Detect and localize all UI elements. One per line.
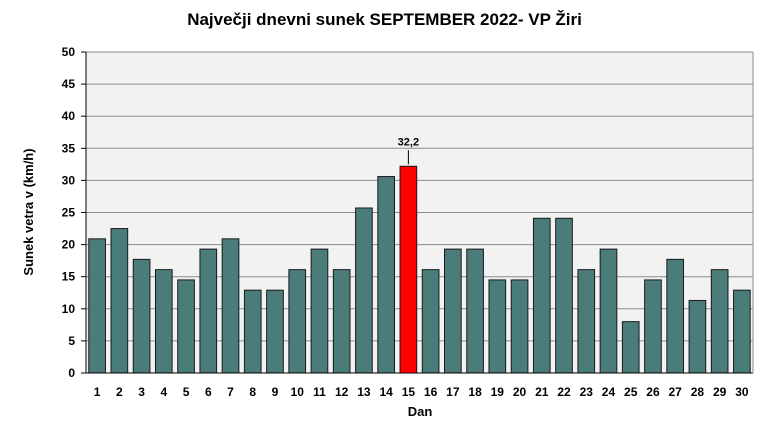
x-tick-label: 8 (249, 385, 256, 399)
y-tick-label: 30 (62, 173, 76, 187)
bar-day-24 (599, 248, 618, 374)
bar-day-14 (377, 176, 395, 374)
bar-day-23 (577, 269, 596, 374)
bar-day-22 (555, 217, 573, 374)
x-tick-label: 23 (580, 385, 594, 399)
y-tick-label: 50 (62, 45, 76, 59)
x-tick-label: 27 (669, 385, 683, 399)
x-tick-label: 7 (227, 385, 234, 399)
x-tick-label: 26 (646, 385, 660, 399)
y-tick-label: 10 (62, 302, 76, 316)
bar-day-19 (488, 279, 507, 374)
x-tick-label: 29 (713, 385, 727, 399)
bar-day-7 (221, 238, 240, 374)
bar-day-11 (310, 248, 329, 374)
x-axis-label: Dan (408, 404, 433, 419)
x-tick-label: 2 (116, 385, 123, 399)
bars (88, 165, 751, 374)
bar-day-3 (132, 258, 151, 374)
bar-day-1 (88, 238, 106, 374)
x-tick-label: 1 (94, 385, 101, 399)
y-tick-label: 15 (62, 270, 76, 284)
y-tick-label: 35 (62, 141, 76, 155)
x-tick-label: 22 (557, 385, 571, 399)
bar-day-26 (644, 279, 662, 374)
x-tick-label: 15 (402, 385, 416, 399)
bar-day-20 (510, 279, 529, 374)
bar-day-16 (421, 269, 440, 374)
x-tick-label: 9 (272, 385, 279, 399)
x-tick-label: 10 (291, 385, 305, 399)
bar-day-21 (532, 217, 551, 374)
chart-title: Največji dnevni sunek SEPTEMBER 2022- VP… (187, 10, 582, 29)
y-tick-label: 20 (62, 238, 76, 252)
x-tick-label: 4 (160, 385, 167, 399)
bar-day-29 (710, 269, 729, 374)
annotations: 32,2 (398, 136, 419, 165)
x-tick-label: 16 (424, 385, 438, 399)
bar-day-8 (243, 289, 262, 374)
bar-day-28 (688, 299, 707, 374)
axes (85, 52, 754, 374)
bar-day-15 (399, 165, 418, 374)
x-tick-label: 3 (138, 385, 145, 399)
y-tick-label: 5 (68, 334, 75, 348)
x-tick-label: 21 (535, 385, 549, 399)
x-tick-label: 17 (446, 385, 460, 399)
bar-day-12 (332, 269, 351, 374)
bar-day-18 (466, 248, 484, 374)
x-tick-label: 12 (335, 385, 349, 399)
x-tick-label: 20 (513, 385, 527, 399)
x-tick-label: 30 (735, 385, 749, 399)
bar-day-2 (110, 228, 129, 374)
bar-day-13 (355, 207, 373, 374)
bar-day-5 (177, 279, 195, 374)
bar-day-9 (266, 289, 284, 374)
x-tick-label: 18 (468, 385, 482, 399)
bar-day-25 (621, 321, 640, 374)
x-tick-label: 13 (357, 385, 371, 399)
x-tick-label: 14 (379, 385, 393, 399)
data-label: 32,2 (398, 136, 419, 148)
x-tick-label: 25 (624, 385, 638, 399)
y-tick-labels: 0 5 10 15 20 25 30 35 40 45 50 (62, 45, 76, 380)
bar-day-27 (666, 258, 685, 374)
y-tick-label: 45 (62, 77, 76, 91)
bar-day-6 (199, 248, 218, 374)
x-tick-labels: 1 2 3 4 5 6 7 8 9 10 11 12 13 14 15 16 17 18 19 20 21 22 23 24 2… (94, 385, 749, 399)
x-tick-label: 28 (691, 385, 705, 399)
x-tick-label: 5 (183, 385, 190, 399)
bar-day-10 (288, 269, 307, 374)
x-tick-label: 19 (491, 385, 505, 399)
y-tick-label: 40 (62, 109, 76, 123)
y-tick-label: 25 (62, 206, 76, 220)
bar-day-4 (154, 269, 173, 374)
bar-day-17 (444, 248, 462, 374)
x-tick-label: 11 (313, 385, 326, 399)
x-tick-label: 6 (205, 385, 212, 399)
bar-day-30 (733, 289, 751, 374)
x-tick-label: 24 (602, 385, 616, 399)
y-axis-label: Sunek vetra v (km/h) (21, 148, 36, 275)
y-tick-label: 0 (68, 366, 75, 380)
